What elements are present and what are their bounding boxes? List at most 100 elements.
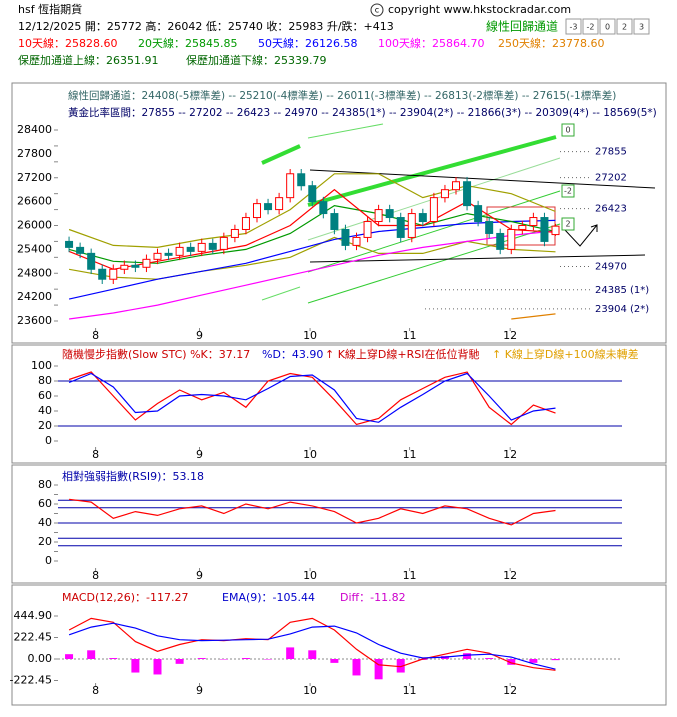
panel-label: MACD(12,26)：-117.27 [62, 591, 189, 604]
channel-tag [561, 184, 575, 198]
y-tick-label: 80 [38, 374, 52, 387]
histogram-bar [396, 659, 405, 673]
x-tick-label: 10 [303, 448, 317, 461]
trend-line [261, 144, 301, 165]
x-tick-label: 9 [196, 569, 203, 582]
copyright: copyright www.hkstockradar.com [388, 3, 571, 16]
series-line [511, 313, 556, 320]
panel-label: ↑ K線上穿D線+100線未轉差 [492, 347, 639, 361]
candle-body [363, 221, 372, 238]
panel-label: Diff：-11.82 [340, 591, 406, 604]
candle-body [452, 181, 460, 191]
candle-body [142, 258, 151, 268]
level-label: 24385 (1*) [595, 285, 649, 296]
candle-body [208, 242, 217, 250]
regression-button-label: -3 [570, 23, 578, 32]
y-tick-label: 60 [38, 497, 52, 510]
copyright-icon-letter: c [375, 6, 379, 15]
y-tick-label: 100 [31, 359, 52, 372]
candle-body [341, 228, 350, 246]
y-tick-label: 40 [38, 516, 52, 529]
x-tick-label: 11 [403, 448, 417, 461]
histogram-bar [175, 659, 184, 664]
trend-line [307, 123, 384, 139]
trend-lines [261, 123, 656, 304]
candle-body [264, 203, 273, 211]
x-tick-label: 11 [403, 329, 417, 342]
candle-body [474, 205, 483, 223]
y-tick-label: 20 [38, 419, 52, 432]
level-label: 27855 [595, 147, 627, 158]
candle-body [407, 213, 416, 238]
ma-label: 20天線：25845.85 [138, 36, 237, 50]
y-tick-label: 27800 [17, 147, 52, 160]
histogram-bar [241, 658, 250, 660]
candle-body [286, 173, 295, 199]
channel-tag [561, 123, 575, 137]
series-line [69, 230, 556, 320]
x-tick-label: 9 [196, 448, 203, 461]
y-tick-label: 27200 [17, 171, 52, 184]
ma-label: 250天線：23778.60 [498, 36, 604, 50]
candle-body [87, 252, 96, 270]
x-tick-label: 10 [303, 569, 317, 582]
panel-label: ↑ K線上穿D線+RSI在低位背馳 [325, 347, 479, 361]
forecast-arrow-head [590, 224, 598, 232]
y-tick-label: 0 [45, 434, 52, 447]
panel-label: 隨機慢步指數(Slow STC) %K：37.17 [62, 347, 250, 361]
histogram-bar [131, 659, 140, 673]
y-tick-label: 20 [38, 535, 52, 548]
regression-button [616, 18, 633, 35]
candle-body [275, 197, 284, 211]
histogram-bar [485, 658, 494, 660]
series-line [68, 236, 556, 280]
candle-body [197, 242, 206, 252]
regression-button-label: 2 [622, 23, 627, 32]
quote: 12/12/2025 開：25772 高：26042 低：25740 收：259… [18, 19, 394, 33]
histogram-bar [65, 654, 74, 660]
x-tick-label: 12 [503, 329, 517, 342]
candle-body [65, 240, 74, 248]
title: hsf 恆指期貨 [18, 2, 82, 16]
y-tick-label: 26000 [17, 219, 52, 232]
trend-line [309, 169, 656, 189]
candle-body [241, 217, 250, 230]
trend-line [307, 135, 557, 207]
candle-body [551, 225, 560, 236]
candle-body [76, 246, 85, 254]
candle-body [219, 236, 228, 250]
x-tick-label: 9 [196, 684, 203, 697]
candle-body [153, 252, 162, 260]
y-tick-label: 0.00 [28, 652, 53, 665]
histogram-bar [197, 658, 206, 660]
channel-label: 保歷加通道下線：25339.79 [186, 53, 327, 67]
x-tick-label: 8 [92, 684, 99, 697]
candle-body [131, 264, 140, 268]
candle-body [518, 225, 527, 230]
level-label: 23904 (2*) [595, 304, 649, 315]
level-label: 24970 [595, 261, 627, 272]
y-tick-label: 60 [38, 389, 52, 402]
histogram-bar [109, 658, 118, 660]
regression-button-label: 0 [605, 23, 610, 32]
channel-tag-label: 0 [565, 126, 570, 135]
price-frame [11, 82, 667, 344]
regression-button-label: -2 [587, 23, 595, 32]
y-tick-label: 24800 [17, 266, 52, 279]
y-tick-label: 28400 [17, 123, 52, 136]
macd-frame [11, 584, 667, 706]
histogram-bar [374, 659, 383, 680]
candle-body [429, 197, 438, 223]
candle-body [396, 217, 405, 238]
ma-label: 10天線：25828.60 [18, 36, 117, 50]
candle-body [164, 252, 173, 256]
channel-tag-label: -2 [564, 187, 572, 196]
annotation: 線性回歸通道：24408(-5標準差) -- 25210(-4標準差) -- 2… [68, 89, 616, 102]
candle-body [485, 221, 494, 234]
candle-body [352, 236, 361, 246]
y-tick-label: 40 [38, 404, 52, 417]
y-tick-label: 25400 [17, 242, 52, 255]
copyright-icon [370, 3, 384, 17]
